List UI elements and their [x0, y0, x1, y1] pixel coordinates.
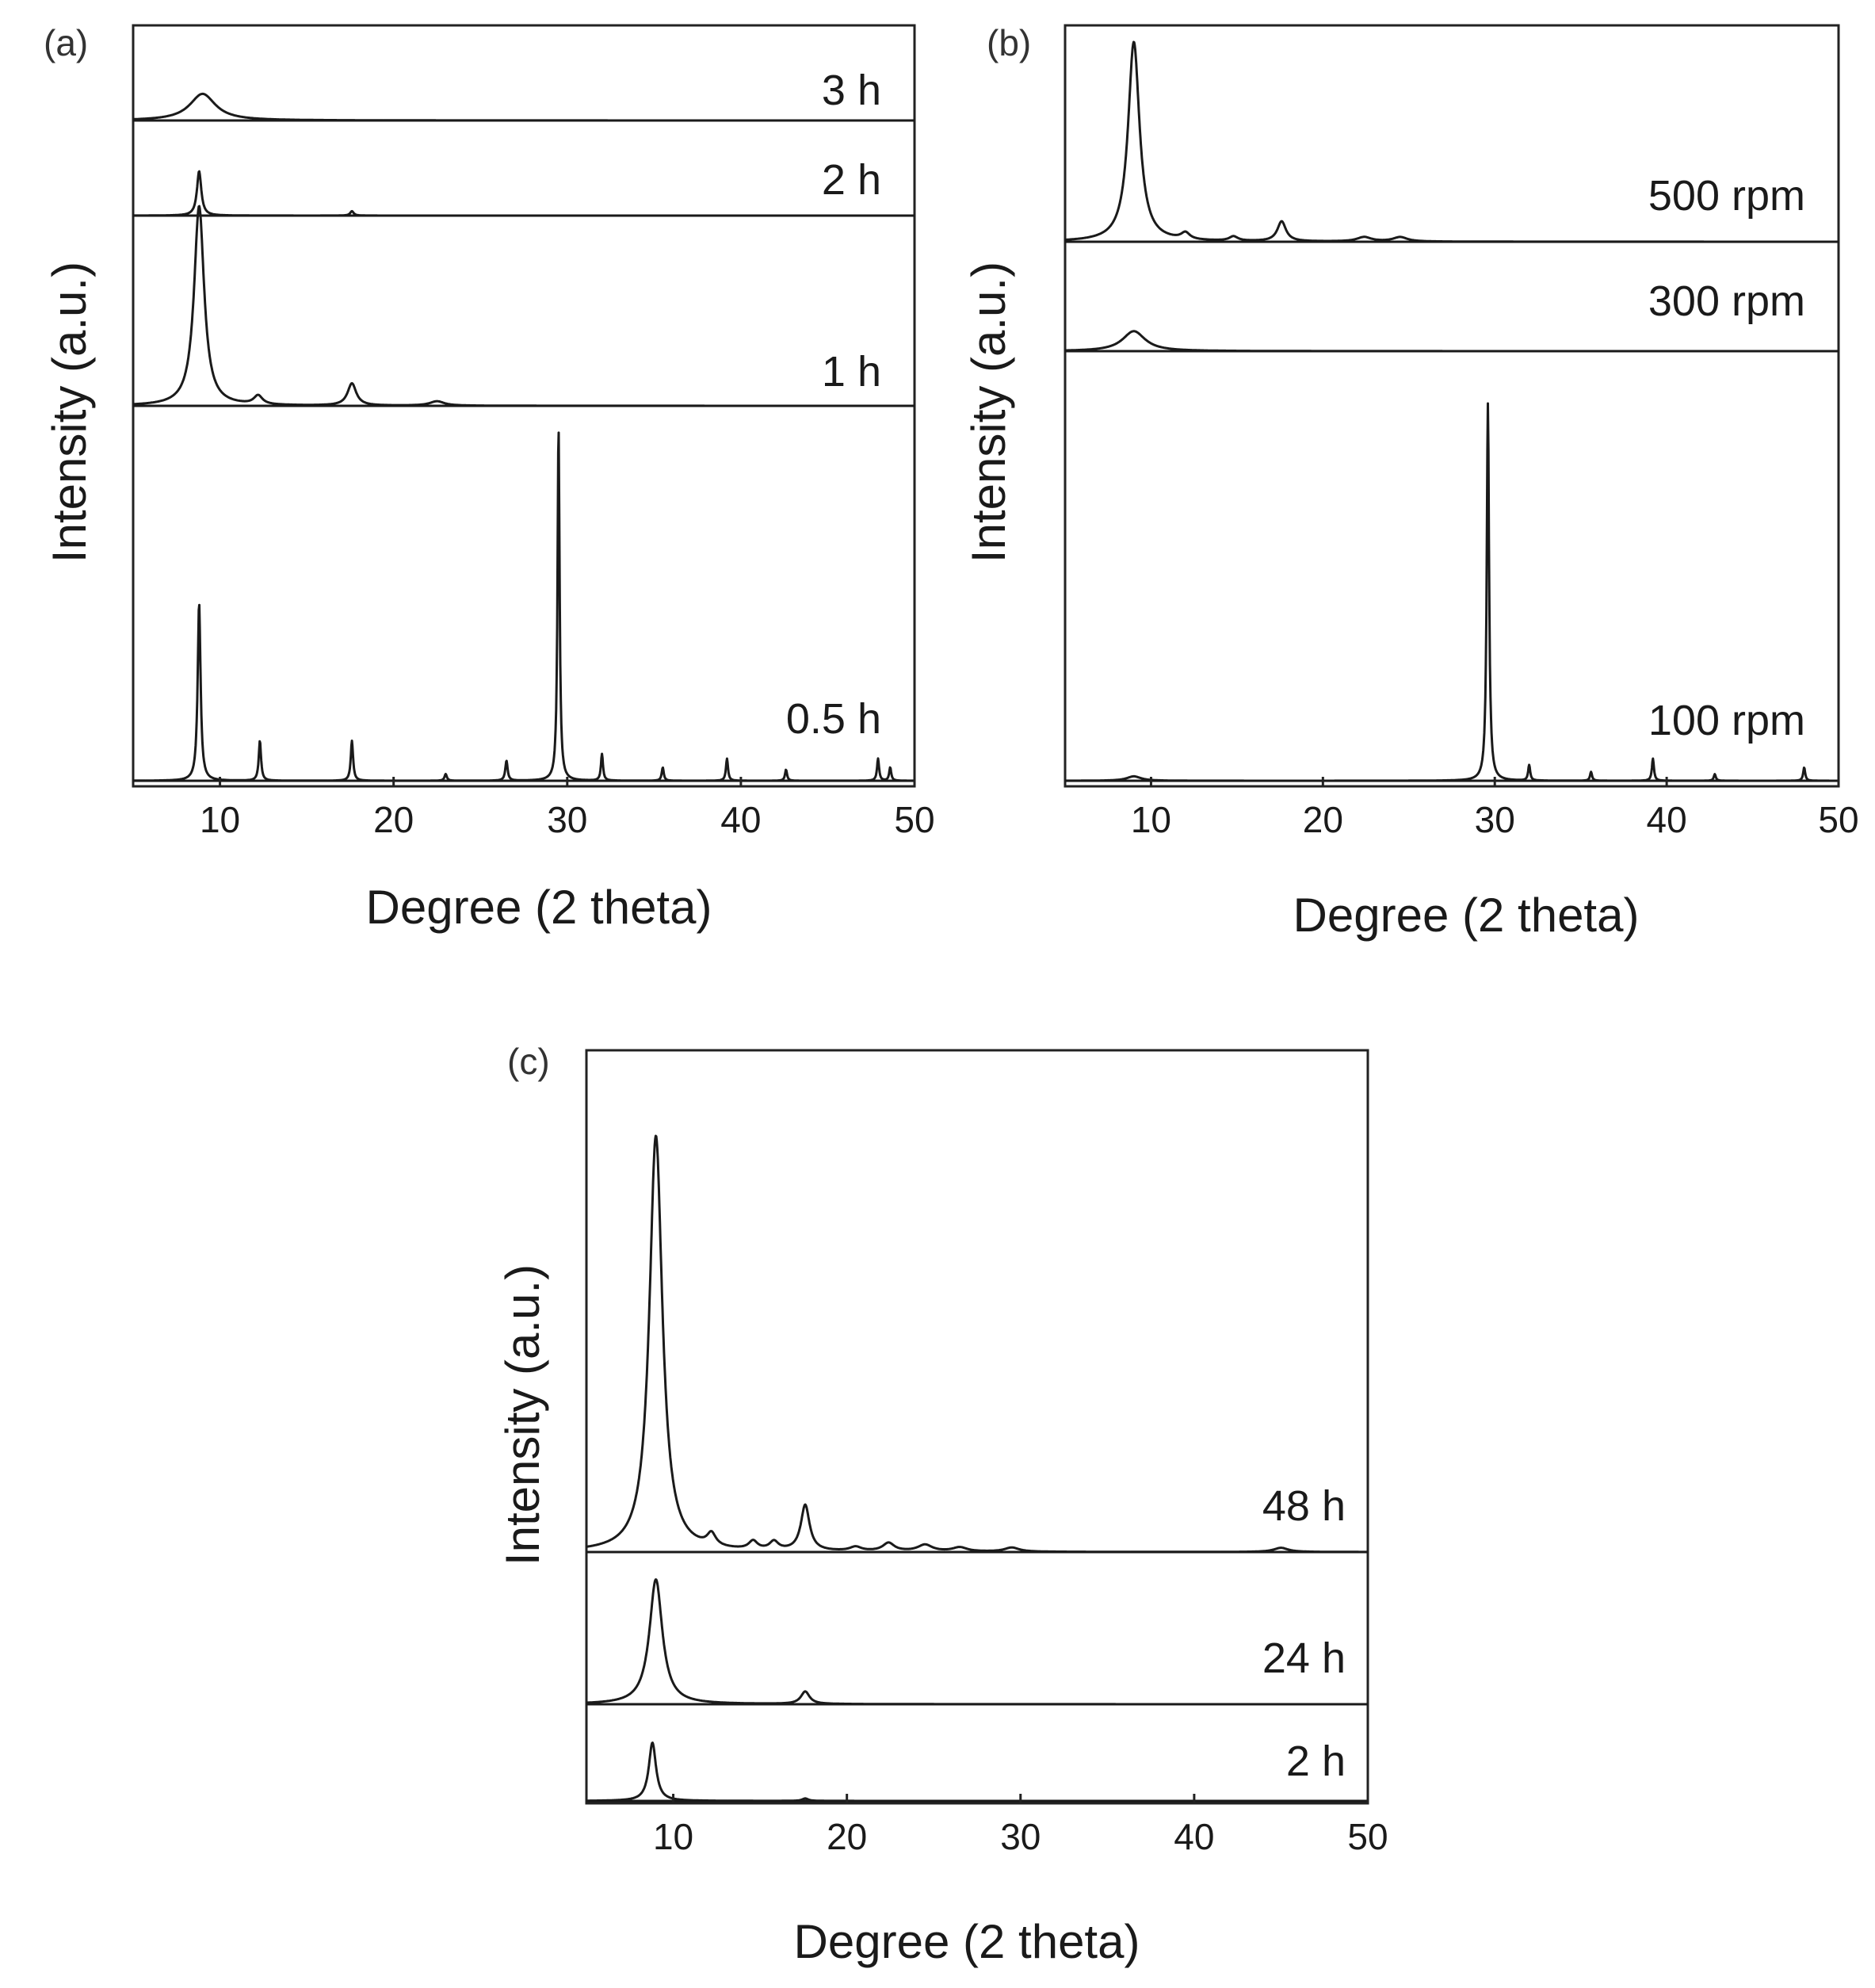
x-tick-label: 10 [200, 799, 240, 840]
trace-label-1h: 1 h [822, 348, 881, 396]
trace-2-h [586, 1741, 1369, 1803]
trace-label-2h-a: 2 h [822, 156, 881, 204]
x-tick-label: 10 [1131, 799, 1171, 840]
x-tick-label: 20 [827, 1816, 867, 1857]
panel-b: (b) Intensity (a.u.) Degree (2 theta) 10… [962, 22, 1859, 942]
panel-a-ticks: 10 20 30 40 50 [200, 777, 935, 840]
panel-c-label: (c) [507, 1041, 550, 1082]
trace-48-h [586, 1134, 1369, 1554]
trace-2-h [132, 170, 915, 217]
x-tick-label: 20 [1303, 799, 1343, 840]
trace-label-0-5h: 0.5 h [786, 695, 881, 743]
x-tick-label: 50 [1818, 799, 1858, 840]
panel-b-ticks: 10 20 30 40 50 [1131, 777, 1859, 840]
panel-c-ylabel: Intensity (a.u.) [496, 1264, 549, 1566]
trace-24-h [586, 1578, 1369, 1706]
panel-a: (a) Intensity (a.u.) Degree (2 theta) 10… [43, 22, 935, 934]
panel-a-traces [132, 92, 915, 782]
trace-label-2h-c: 2 h [1286, 1738, 1346, 1785]
x-tick-label: 20 [373, 799, 414, 840]
panel-a-label: (a) [44, 22, 88, 63]
x-tick-label: 30 [1000, 1816, 1041, 1857]
x-tick-label: 40 [720, 799, 761, 840]
panel-a-xlabel: Degree (2 theta) [366, 881, 712, 934]
trace-300-rpm [1064, 330, 1839, 353]
panel-c-traces [586, 1134, 1369, 1803]
trace-label-24h: 24 h [1262, 1634, 1346, 1682]
panel-c: (c) Intensity (a.u.) Degree (2 theta) 10… [496, 1041, 1388, 1968]
panel-c-xlabel: Degree (2 theta) [794, 1915, 1140, 1968]
x-tick-label: 40 [1174, 1816, 1214, 1857]
trace-label-48h: 48 h [1262, 1482, 1346, 1530]
x-tick-label: 30 [547, 799, 587, 840]
trace-label-300rpm: 300 rpm [1648, 277, 1805, 325]
x-tick-label: 10 [653, 1816, 693, 1857]
panel-b-ylabel: Intensity (a.u.) [962, 262, 1015, 563]
x-tick-label: 30 [1475, 799, 1515, 840]
panel-c-frame [585, 1049, 1369, 1805]
trace-label-500rpm: 500 rpm [1648, 172, 1805, 220]
panel-c-ticks: 10 20 30 40 50 [653, 1794, 1388, 1857]
trace-label-100rpm: 100 rpm [1648, 697, 1805, 744]
x-tick-label: 40 [1647, 799, 1687, 840]
x-tick-label: 50 [1347, 1816, 1388, 1857]
panel-b-traces [1064, 40, 1839, 782]
panel-b-frame [1064, 24, 1840, 788]
panel-b-label: (b) [987, 22, 1031, 63]
trace-label-3h: 3 h [822, 67, 881, 114]
panel-b-xlabel: Degree (2 theta) [1293, 889, 1640, 942]
panel-a-ylabel: Intensity (a.u.) [43, 262, 96, 563]
x-tick-label: 50 [894, 799, 934, 840]
trace-3-h [132, 92, 915, 122]
trace-1-h [132, 205, 915, 407]
